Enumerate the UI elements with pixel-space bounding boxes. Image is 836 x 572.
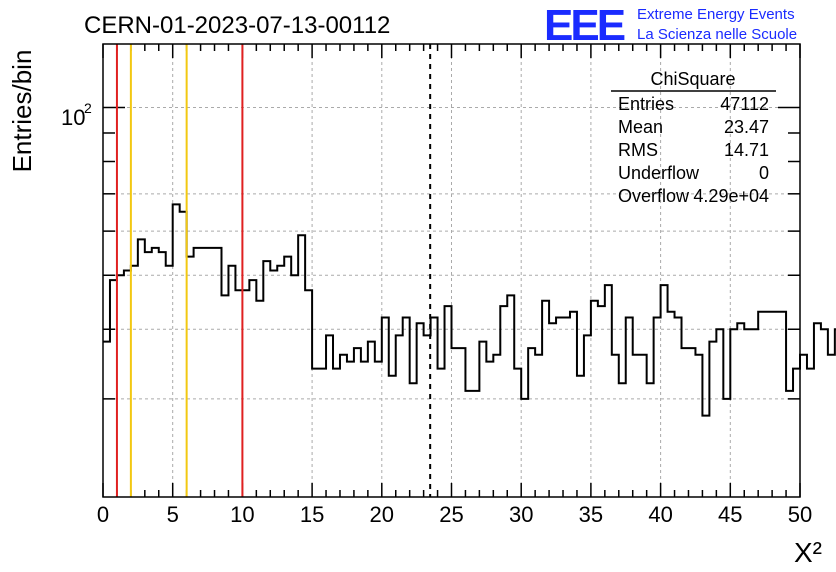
stats-row-value: 0: [759, 163, 769, 183]
eee-logo: EEE Extreme Energy Events La Scienza nel…: [544, 1, 797, 50]
stats-row-value: 14.71: [724, 140, 769, 160]
stats-row-value: 23.47: [724, 117, 769, 137]
x-tick-label: 50: [788, 502, 812, 527]
x-tick-label: 5: [167, 502, 179, 527]
x-tick-labels: 0 5 10 15 20 25 30 35 40 45 50: [97, 502, 812, 527]
stats-row-value: 4.29e+04: [693, 186, 769, 206]
y-tick-exp: 2: [84, 100, 92, 116]
chart-title: CERN-01-2023-07-13-00112: [84, 12, 390, 39]
stats-row-label: Overflow: [618, 186, 690, 206]
x-tick-label: 35: [579, 502, 603, 527]
x-tick-label: 20: [370, 502, 394, 527]
marker-lines: [115, 44, 432, 497]
x-tick-label: 45: [718, 502, 742, 527]
stats-box: ChiSquare Entries 47112 Mean 23.47 RMS 14.71 U…: [611, 69, 776, 206]
x-axis-label: X²: [794, 537, 822, 568]
y-axis-label: Entries/bin: [7, 50, 37, 173]
stats-row-label: RMS: [618, 140, 658, 160]
y-tick-base: 10: [61, 105, 85, 130]
x-tick-label: 40: [648, 502, 672, 527]
x-tick-label: 15: [300, 502, 324, 527]
eee-logo-line2: La Scienza nelle Scuole: [637, 26, 797, 43]
grid-lines: [103, 44, 800, 497]
histogram-line: [103, 203, 836, 417]
stats-row-label: Entries: [618, 94, 674, 114]
eee-logo-mark: EEE: [544, 1, 625, 50]
eee-logo-line1: Extreme Energy Events: [637, 6, 795, 23]
stats-title: ChiSquare: [650, 69, 735, 89]
x-tick-label: 0: [97, 502, 109, 527]
stats-row-value: 47112: [720, 94, 769, 114]
x-tick-label: 10: [230, 502, 254, 527]
x-tick-label: 30: [509, 502, 533, 527]
x-tick-label: 25: [439, 502, 463, 527]
y-tick-label-100: 10 2: [61, 100, 92, 130]
stats-row-label: Underflow: [618, 163, 700, 183]
stats-row-label: Mean: [618, 117, 663, 137]
plot-frame: [102, 43, 801, 498]
